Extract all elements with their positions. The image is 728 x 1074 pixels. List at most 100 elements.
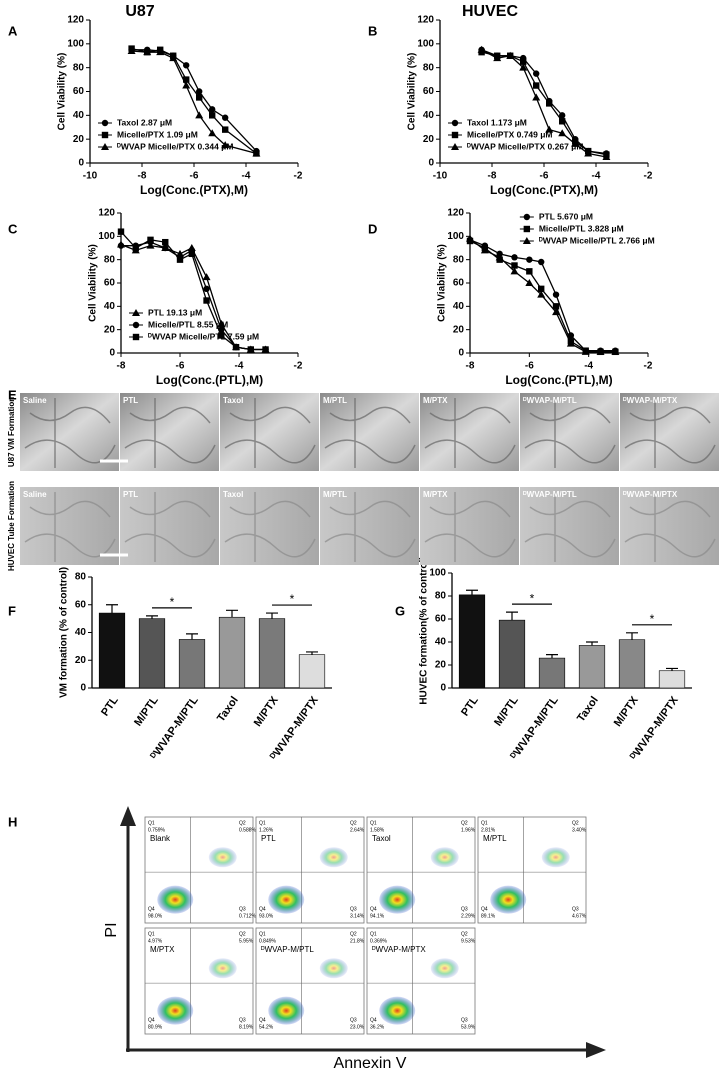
marker <box>525 279 534 286</box>
marker <box>552 308 561 316</box>
quadrant-name: Q2 <box>239 820 246 826</box>
marker <box>533 82 540 89</box>
micrograph <box>20 487 119 565</box>
micrograph-label: ᴰWVAP-M/PTX <box>623 396 678 405</box>
x-tick-label: -2 <box>644 361 653 372</box>
quadrant-percent: 98.0% <box>148 913 163 919</box>
bar <box>258 618 286 689</box>
row-title: HUVEC Tube Formation <box>7 481 16 571</box>
quadrant-name: Q1 <box>481 820 488 826</box>
marker <box>538 258 545 266</box>
marker <box>196 94 203 101</box>
quadrant-percent: 1.96% <box>461 827 476 833</box>
quadrant-percent: 2.29% <box>461 913 476 919</box>
quadrant-name: Q2 <box>461 931 468 937</box>
significance-label: * <box>650 612 655 626</box>
x-tick-label: PTL <box>459 694 481 718</box>
panel-letter: G <box>395 603 405 618</box>
quadrant-percent: 1.58% <box>370 827 385 833</box>
marker <box>252 149 261 157</box>
cell-cluster <box>430 847 459 868</box>
quadrant-name: Q3 <box>350 906 357 912</box>
cell-cluster <box>157 885 194 914</box>
y-tick-label: 40 <box>104 301 116 312</box>
legend-marker <box>451 143 459 150</box>
error-bar <box>306 651 318 655</box>
cell-cluster <box>430 958 459 979</box>
marker <box>581 347 590 355</box>
marker <box>552 291 560 298</box>
marker <box>196 88 203 95</box>
quadrant-percent: 53.9% <box>461 1024 476 1030</box>
micrograph-texture <box>324 398 416 468</box>
y-tick-label: 80 <box>453 254 465 265</box>
quadrant-percent: 93.0% <box>259 913 274 919</box>
x-tick-label: -4 <box>242 171 251 182</box>
micrograph <box>620 487 719 565</box>
quadrant-name: Q2 <box>350 820 357 826</box>
legend-label: ᴰWVAP Micelle/PTL 7.59 μM <box>148 331 259 341</box>
cell-cluster <box>268 885 305 914</box>
series-line <box>481 49 607 158</box>
legend-label: Micelle/PTL 8.55 μM <box>148 319 228 329</box>
marker <box>262 346 269 353</box>
y-tick-label: 0 <box>80 683 86 694</box>
marker <box>611 347 620 355</box>
quadrant-percent: 0.759% <box>148 827 166 833</box>
quadrant-name: Q2 <box>239 931 246 937</box>
marker <box>117 228 125 235</box>
marker <box>520 58 527 65</box>
micrograph-texture <box>624 492 716 562</box>
marker <box>203 297 210 304</box>
marker <box>538 285 545 293</box>
cell-cluster <box>157 996 194 1025</box>
y-tick-label: 80 <box>435 591 447 602</box>
micrograph-label: M/PTL <box>323 490 347 499</box>
panel-letter: D <box>368 221 377 236</box>
y-tick-label: 100 <box>417 38 434 49</box>
marker <box>506 51 515 59</box>
quadrant-name: Q4 <box>259 906 266 912</box>
error-bar <box>106 604 118 614</box>
quadrant-name: Q4 <box>370 1017 377 1023</box>
micrograph-texture <box>224 492 316 562</box>
cell-cluster <box>319 958 348 979</box>
cell-cluster <box>379 885 416 914</box>
y-tick-label: 60 <box>104 278 116 289</box>
y-tick-label: 0 <box>428 158 434 169</box>
column-title: HUVEC <box>462 3 518 20</box>
marker <box>495 253 504 261</box>
micrograph-label: Saline <box>23 490 47 499</box>
micrograph-texture <box>424 398 516 468</box>
y-tick-label: 100 <box>67 38 84 49</box>
marker <box>169 54 178 62</box>
significance-label: * <box>290 592 295 606</box>
y-tick-label: 120 <box>417 15 434 26</box>
panel-letter: F <box>8 603 16 618</box>
error-bar <box>146 615 158 619</box>
legend-marker <box>132 321 140 329</box>
x-tick-label: M/PTL <box>132 694 161 728</box>
legend-label: PTL 5.670 μM <box>539 211 593 221</box>
cell-cluster <box>490 885 527 914</box>
micrograph <box>520 393 619 471</box>
error-bar <box>626 632 638 640</box>
row-title: U87 VM Formation <box>7 397 16 467</box>
quadrant-name: Q3 <box>572 906 579 912</box>
quadrant-name: Q3 <box>350 1017 357 1023</box>
quadrant-percent: 3.40% <box>572 827 587 833</box>
plot-label: ᴰWVAP-M/PTL <box>261 945 314 954</box>
marker <box>532 93 541 101</box>
bar <box>178 639 206 689</box>
bar <box>578 645 606 689</box>
plot-label: M/PTL <box>483 834 507 843</box>
micrograph-texture <box>424 492 516 562</box>
micrograph-label: PTL <box>123 396 138 405</box>
x-tick-label: -4 <box>592 171 601 182</box>
quadrant-name: Q1 <box>370 931 377 937</box>
arrow-head <box>120 806 136 826</box>
marker <box>526 268 533 275</box>
micrograph-texture <box>124 492 216 562</box>
legend-label: PTL 19.13 μM <box>148 307 202 317</box>
